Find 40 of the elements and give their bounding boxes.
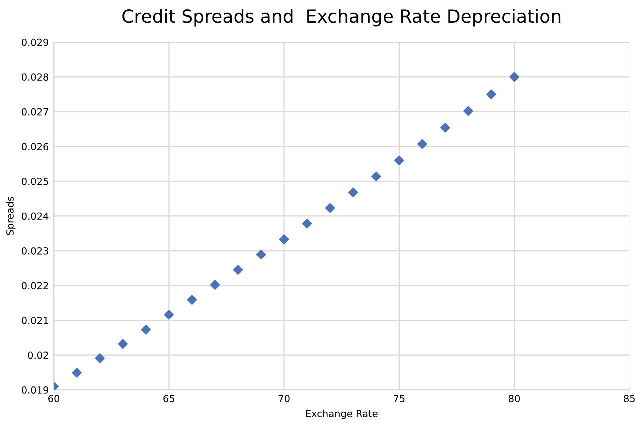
point (418, 139, 428, 150)
y-tick-label: 0.022 (22, 282, 48, 290)
point (440, 123, 450, 133)
y-tick-label: 0.019 (22, 386, 49, 394)
y-tick-label: 0.024 (22, 212, 49, 220)
y-tick-label: 0.025 (22, 178, 48, 186)
point (72, 368, 82, 378)
point (372, 172, 382, 182)
y-tick-label: 0.026 (22, 143, 49, 151)
point (279, 234, 290, 244)
point (118, 339, 128, 350)
y-tick-label: 0.027 (22, 108, 48, 116)
point (256, 250, 266, 260)
x-tick-label: 70 (278, 395, 290, 402)
y-axis-title: Spreads (6, 197, 16, 236)
x-tick-label: 65 (164, 395, 175, 402)
point (95, 354, 105, 364)
point (464, 106, 474, 116)
point (510, 72, 520, 82)
y-tick-label: 0.023 (22, 247, 48, 255)
x-tick-label: 75 (394, 395, 405, 402)
x-tick-label: 85 (624, 395, 635, 402)
point (164, 310, 174, 320)
point (233, 265, 244, 275)
point (348, 188, 358, 198)
point (394, 156, 404, 166)
y-tick-label: 0.028 (22, 74, 49, 81)
y-tick-label: 0.029 (22, 38, 49, 46)
point (141, 325, 152, 335)
point (325, 203, 336, 214)
point (302, 219, 312, 229)
x-tick-label: 80 (509, 395, 520, 402)
chart-title: Credit Spreads and Exchange Rate Depreciation (122, 9, 561, 27)
point (210, 280, 220, 290)
x-axis-title: Exchange Rate (306, 410, 378, 420)
y-tick-label: 0.02 (28, 352, 48, 360)
x-tick-label: 60 (48, 395, 60, 402)
y-tick-label: 0.021 (22, 317, 48, 324)
point (187, 295, 198, 305)
point (486, 90, 496, 100)
